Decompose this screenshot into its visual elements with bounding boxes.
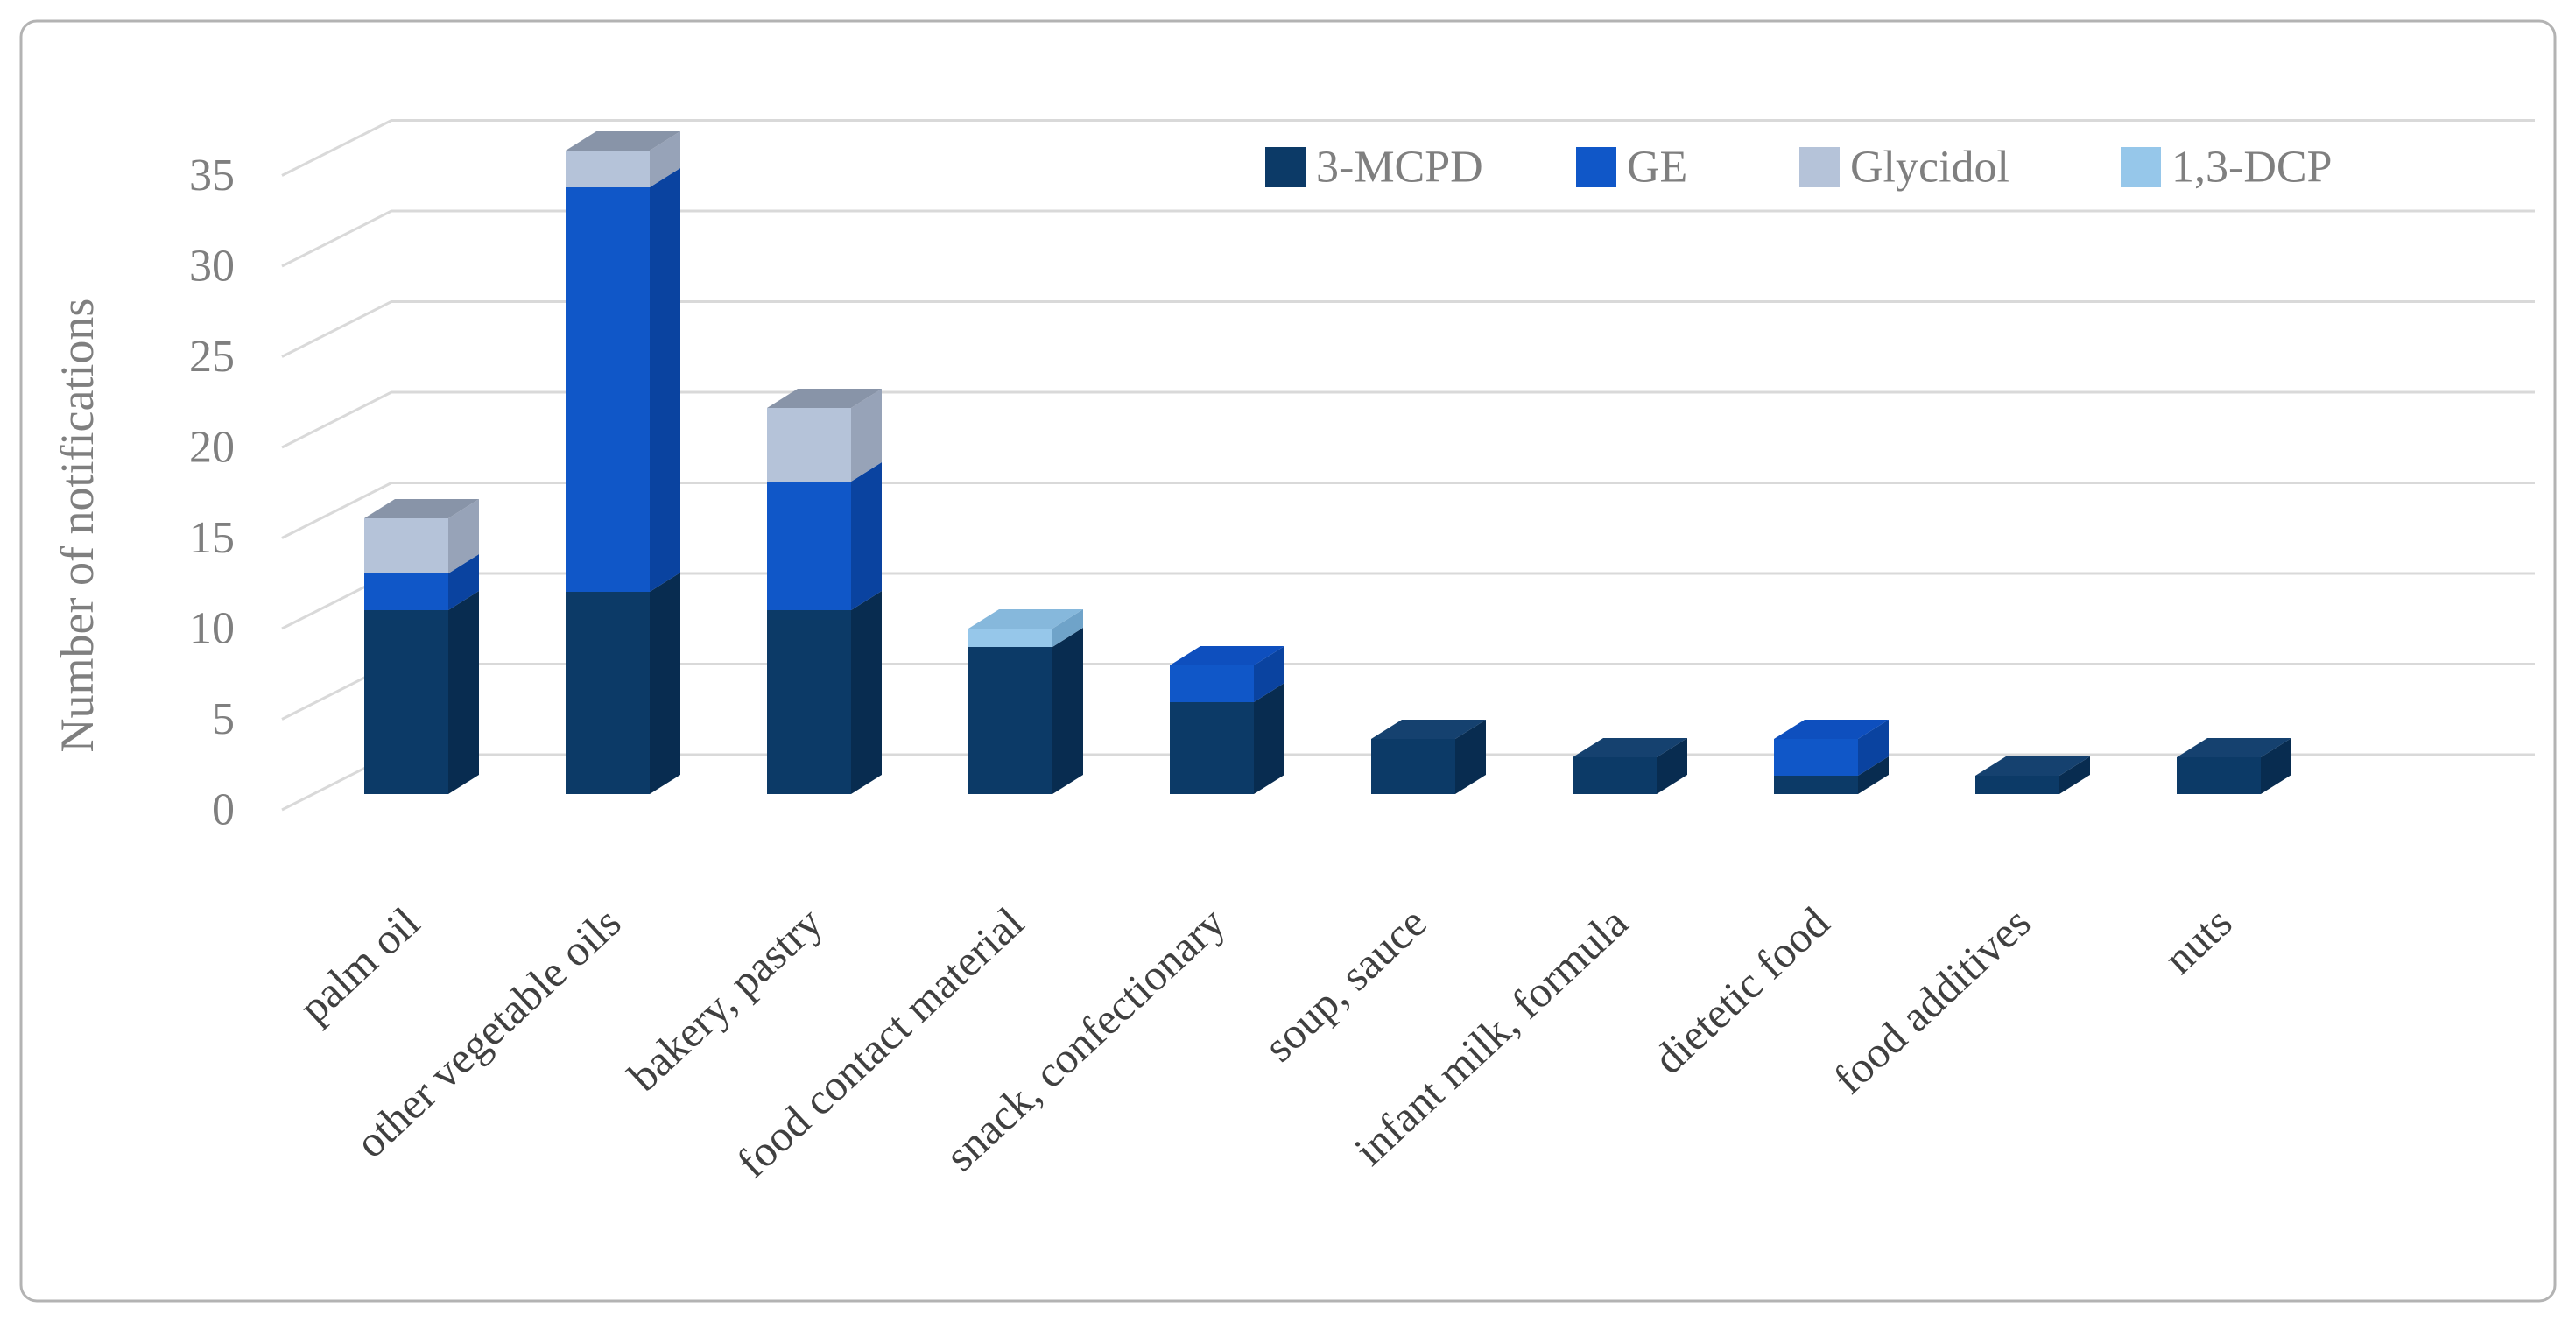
- bar-1-GE-front: [566, 187, 650, 592]
- bar-1-3-MCPD-side: [650, 573, 680, 794]
- bar-4-top-face: [1170, 646, 1284, 665]
- bar-7-top-face: [1774, 720, 1889, 739]
- bar-2-GE-front: [767, 482, 851, 610]
- bar-0-3-MCPD-front: [364, 610, 448, 794]
- bar-5-3-MCPD-side: [1455, 720, 1486, 794]
- bar-6-3-MCPD-side: [1657, 738, 1687, 794]
- gridline: [281, 300, 2535, 358]
- bar-3-top-face: [968, 609, 1083, 629]
- bar-8-3-MCPD-front: [1975, 776, 2059, 794]
- bar-9-3-MCPD-front: [2177, 757, 2261, 794]
- bar-7-GE-side: [1858, 720, 1889, 776]
- bar-2-3-MCPD-side: [851, 591, 882, 794]
- legend-label-1,3-DCP: 1,3-DCP: [2171, 143, 2332, 193]
- bar-4-3-MCPD-side: [1254, 683, 1284, 794]
- bar-4-GE-front: [1170, 665, 1254, 702]
- y-tick-label: 15: [189, 513, 235, 563]
- bar-1-GE-side: [650, 168, 680, 592]
- bar-3-3-MCPD-front: [968, 647, 1052, 794]
- bar-6-3-MCPD-front: [1573, 757, 1657, 794]
- bar-0-Glycidol-front: [364, 518, 448, 573]
- y-tick-label: 25: [189, 332, 235, 382]
- gridline: [281, 390, 2535, 449]
- gridline: [281, 482, 2535, 539]
- bar-9-3-MCPD-side: [2261, 738, 2291, 794]
- bar-3-1,3-DCP-front: [968, 629, 1052, 647]
- y-tick-label: 30: [189, 242, 235, 292]
- bar-9-top-face: [2177, 738, 2291, 757]
- bar-2-top-face: [767, 389, 882, 408]
- bar-1-Glycidol-front: [566, 151, 650, 187]
- bar-7-GE-front: [1774, 739, 1858, 776]
- bar-8-3-MCPD-side: [2059, 756, 2090, 794]
- bar-3-1,3-DCP-side: [1052, 609, 1083, 647]
- gridline: [281, 209, 2535, 268]
- legend-swatch-1,3-DCP: [2121, 147, 2161, 187]
- bar-5-3-MCPD-front: [1371, 739, 1455, 794]
- bar-0-Glycidol-side: [448, 499, 479, 573]
- bar-6-top-face: [1573, 738, 1687, 757]
- bar-2-3-MCPD-front: [767, 610, 851, 794]
- bar-4-GE-side: [1254, 646, 1284, 702]
- y-tick-label: 10: [189, 604, 235, 654]
- bar-1-Glycidol-side: [650, 131, 680, 187]
- bar-0-GE-front: [364, 573, 448, 610]
- bar-0-GE-side: [448, 554, 479, 610]
- bar-2-Glycidol-side: [851, 389, 882, 482]
- y-tick-label: 0: [212, 785, 235, 835]
- legend-label-GE: GE: [1627, 143, 1687, 193]
- y-tick-label: 5: [212, 694, 235, 744]
- legend-label-Glycidol: Glycidol: [1850, 143, 2009, 193]
- bar-3-3-MCPD-side: [1052, 628, 1083, 794]
- y-tick-label: 20: [189, 423, 235, 473]
- bar-1-top-face: [566, 131, 680, 151]
- bar-1-3-MCPD-front: [566, 592, 650, 794]
- bar-0-3-MCPD-side: [448, 591, 479, 794]
- bar-5-top-face: [1371, 720, 1486, 739]
- gridline: [281, 119, 2535, 177]
- bar-2-GE-side: [851, 462, 882, 610]
- bar-8-top-face: [1975, 756, 2090, 776]
- bar-0-top-face: [364, 499, 479, 518]
- legend-swatch-Glycidol: [1799, 147, 1840, 187]
- bar-2-Glycidol-front: [767, 408, 851, 482]
- y-axis-title: Number of notifications: [51, 299, 103, 753]
- bar-7-3-MCPD-side: [1858, 756, 1889, 794]
- y-tick-label: 35: [189, 151, 235, 200]
- bar-7-3-MCPD-front: [1774, 776, 1858, 794]
- legend-swatch-GE: [1576, 147, 1616, 187]
- legend-swatch-3-MCPD: [1265, 147, 1306, 187]
- legend-label-3-MCPD: 3-MCPD: [1316, 143, 1483, 193]
- bar-4-3-MCPD-front: [1170, 702, 1254, 794]
